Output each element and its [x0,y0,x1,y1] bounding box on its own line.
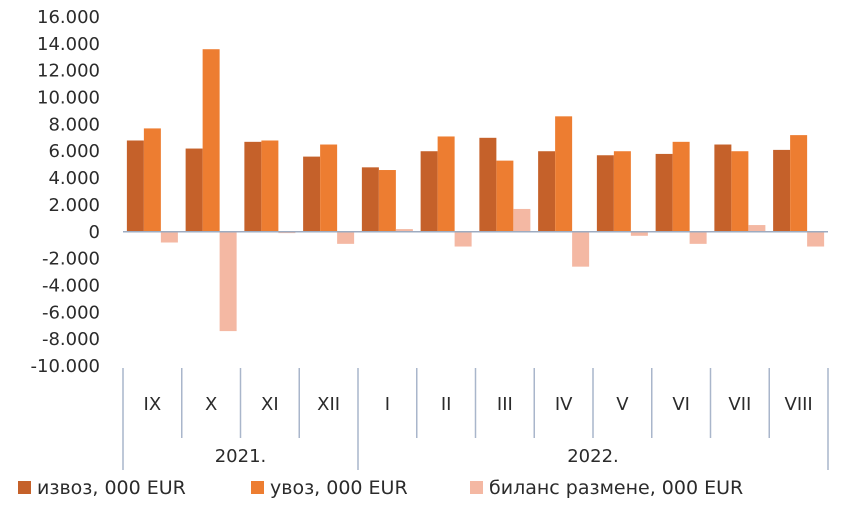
bar-X-series-2 [219,231,237,332]
legend: извоз, 000 EUR увоз, 000 EUR биланс размен… [18,477,743,499]
y-tick-label: 16.000 [37,7,100,28]
bar-IX-series-1 [143,128,161,232]
bar-VIII-series-0 [773,149,791,232]
bars [126,49,825,332]
x-tick-label: VI [672,394,690,415]
bar-V-series-0 [596,155,614,232]
y-tick-label: -6.000 [42,302,100,323]
bar-VII-series-2 [748,225,766,232]
bar-V-series-1 [613,151,631,232]
legend-label: извоз, 000 EUR [37,477,186,499]
bar-III-series-1 [496,160,514,232]
bar-X-series-1 [202,49,220,232]
bar-XI-series-1 [261,140,279,232]
y-tick-label: 0 [89,222,100,243]
bar-IX-series-0 [126,140,144,232]
legend-swatch [18,481,31,494]
legend-label: биланс размене, 000 EUR [489,477,743,499]
x-tick-label: III [497,394,513,415]
y-tick-label: 8.000 [48,114,100,135]
bar-VI-series-1 [672,141,690,232]
bar-VIII-series-1 [790,135,808,232]
bar-II-series-2 [454,231,472,247]
bar-III-series-0 [479,137,497,232]
bar-XII-series-2 [337,231,355,244]
bar-VII-series-1 [731,151,749,232]
bar-V-series-2 [630,231,648,236]
x-tick-label: XI [261,394,279,415]
y-tick-label: 12.000 [37,61,100,82]
bar-IV-series-0 [538,151,556,232]
y-tick-label: 14.000 [37,34,100,55]
x-tick-label: I [385,394,390,415]
bar-XII-series-1 [320,144,338,232]
y-tick-label: -10.000 [31,356,100,377]
bar-VIII-series-2 [807,231,825,247]
bar-I-series-0 [361,167,379,232]
y-tick-label: -8.000 [42,329,100,350]
y-tick-label: 10.000 [37,88,100,109]
y-tick-label: 4.000 [48,168,100,189]
y-tick-label: 6.000 [48,141,100,162]
bar-XII-series-0 [303,156,321,232]
bar-IV-series-1 [555,116,573,232]
x-tick-label: XII [317,394,340,415]
bar-III-series-2 [513,208,531,232]
bar-X-series-0 [185,148,203,232]
x-tick-label: X [205,394,217,415]
x-tick-label: II [441,394,452,415]
y-tick-label: -2.000 [42,249,100,270]
x-tick-label: V [616,394,629,415]
bar-II-series-0 [420,151,438,232]
legend-label: увоз, 000 EUR [270,477,408,499]
bar-IX-series-2 [160,231,178,243]
x-group-label: 2021. [215,446,267,467]
bar-IV-series-2 [572,231,590,267]
legend-swatch [470,481,483,494]
bar-VII-series-0 [714,144,732,232]
bar-I-series-2 [395,229,413,232]
y-tick-label: 2.000 [48,195,100,216]
bar-XI-series-0 [244,141,262,232]
x-tick-label: VIII [785,394,813,415]
x-tick-label: IV [555,394,573,415]
x-group-label: 2022. [567,446,619,467]
legend-swatch [251,481,264,494]
bar-VI-series-2 [689,231,707,244]
y-tick-label: -4.000 [42,275,100,296]
x-tick-label: IX [144,394,162,415]
y-axis: 16.000 14.000 12.000 10.000 8.000 6.000 4.000 2… [31,7,100,377]
bar-I-series-1 [378,170,396,232]
bar-II-series-1 [437,136,455,232]
bar-VI-series-0 [655,153,673,232]
x-tick-label: VII [728,394,751,415]
